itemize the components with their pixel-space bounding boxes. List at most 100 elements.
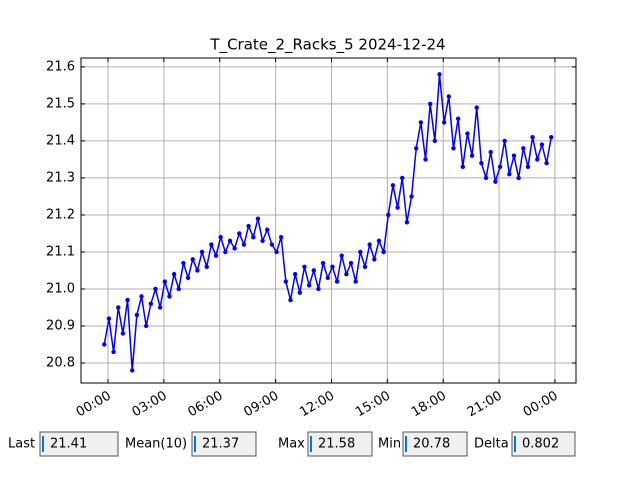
- data-point: [465, 131, 470, 136]
- data-point: [302, 264, 307, 269]
- data-point: [288, 297, 293, 303]
- data-point: [190, 257, 195, 262]
- stat-label: Max: [278, 437, 305, 452]
- data-point: [330, 264, 335, 269]
- data-point: [134, 312, 140, 318]
- data-point: [483, 175, 489, 181]
- data-point: [353, 279, 358, 284]
- y-tick-label: 21.5: [46, 96, 75, 111]
- y-tick-label: 21.3: [46, 170, 75, 185]
- data-point: [493, 179, 498, 184]
- stat-box: [307, 431, 373, 457]
- data-point: [358, 249, 363, 255]
- data-point: [539, 142, 545, 147]
- data-point: [395, 205, 400, 210]
- data-point: [157, 305, 163, 310]
- data-point: [521, 146, 526, 151]
- y-tick-label: 21.2: [46, 207, 75, 222]
- data-point: [441, 120, 447, 125]
- data-point: [497, 164, 503, 170]
- data-point: [297, 290, 303, 295]
- y-tick-label: 20.8: [46, 356, 75, 371]
- data-point: [348, 260, 354, 266]
- data-point: [362, 264, 368, 269]
- data-point: [274, 249, 279, 255]
- data-point: [111, 349, 116, 355]
- data-point: [241, 242, 247, 247]
- data-point: [162, 279, 168, 284]
- data-point: [511, 153, 517, 158]
- data-point: [195, 268, 200, 273]
- data-point: [311, 268, 316, 273]
- data-point: [213, 253, 219, 258]
- data-point: [153, 286, 158, 292]
- data-point: [269, 242, 275, 247]
- data-point: [390, 183, 396, 188]
- data-point: [372, 257, 377, 262]
- data-point: [283, 279, 289, 284]
- data-point: [414, 146, 419, 151]
- data-point: [227, 238, 233, 244]
- data-point: [460, 164, 465, 170]
- data-point: [204, 264, 209, 269]
- data-point: [167, 294, 172, 299]
- data-point: [376, 238, 382, 244]
- data-point: [339, 253, 344, 258]
- y-tick-label: 21.6: [46, 59, 75, 74]
- data-point: [292, 271, 298, 277]
- data-point: [139, 294, 144, 299]
- data-point: [525, 164, 531, 170]
- data-point: [251, 234, 256, 240]
- plot-frame: [80, 57, 577, 384]
- data-point: [130, 368, 135, 373]
- data-point: [265, 227, 270, 232]
- data-point: [432, 138, 438, 144]
- data-point: [418, 120, 424, 125]
- stat-box: [191, 431, 257, 457]
- data-point: [148, 301, 154, 306]
- chart-title: T_Crate_2_Racks_5 2024-12-24: [209, 36, 445, 55]
- data-point: [404, 220, 410, 225]
- stat-value: 21.41: [50, 437, 87, 452]
- data-point: [437, 72, 442, 77]
- y-tick-label: 21.1: [46, 244, 75, 259]
- data-point: [549, 135, 554, 140]
- data-point: [106, 316, 112, 321]
- data-point: [535, 157, 540, 162]
- data-point: [143, 323, 149, 329]
- data-point: [320, 260, 326, 266]
- stat-box: [511, 431, 576, 457]
- data-point: [451, 146, 456, 151]
- data-point: [185, 275, 191, 281]
- y-tick-label: 21.4: [46, 133, 75, 148]
- stat-label: Last: [8, 437, 35, 452]
- data-point: [423, 157, 428, 162]
- data-point: [474, 105, 479, 110]
- stat-value: 20.78: [413, 437, 450, 452]
- data-point: [102, 342, 107, 347]
- data-point: [400, 175, 405, 181]
- stat-box: [39, 431, 119, 457]
- data-point: [237, 231, 242, 236]
- data-point: [455, 116, 461, 121]
- data-point: [507, 172, 512, 177]
- data-point: [381, 249, 386, 255]
- data-point: [255, 216, 261, 221]
- data-point: [367, 242, 372, 247]
- data-point: [116, 305, 121, 310]
- stat-label: Mean(10): [125, 437, 187, 452]
- data-point: [488, 149, 493, 155]
- stat-value: 21.58: [318, 437, 355, 452]
- data-point: [223, 249, 228, 255]
- data-point: [125, 297, 130, 303]
- data-point: [246, 223, 251, 229]
- data-point: [334, 279, 340, 284]
- data-point: [469, 153, 475, 158]
- stat-box: [402, 431, 468, 457]
- data-point: [209, 242, 214, 247]
- stat-value: 0.802: [522, 437, 559, 452]
- data-point: [260, 238, 265, 244]
- stat-label: Delta: [474, 437, 509, 452]
- data-point: [316, 286, 321, 292]
